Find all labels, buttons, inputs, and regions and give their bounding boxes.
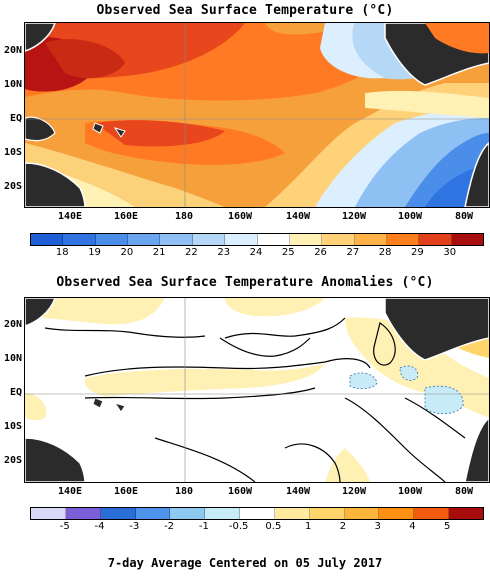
anomaly-colorbar-segment xyxy=(274,508,310,519)
sst-colorbar-tick-label: 22 xyxy=(185,247,198,258)
footer-caption: 7-day Average Centered on 05 July 2017 xyxy=(107,556,383,570)
sst-colorbar-segment xyxy=(128,234,161,245)
anomaly-lon-label-180: 180 xyxy=(174,486,194,497)
sst-colorbar-segment xyxy=(225,234,258,245)
sst-colorbar-segment xyxy=(289,234,323,245)
sst-colorbar-tick-label: 21 xyxy=(152,247,166,258)
anomaly-colorbar-segment xyxy=(65,508,101,519)
sst-colorbar-tick-label: 23 xyxy=(217,247,231,258)
anomaly-colorbar-tick-label: -0.5 xyxy=(228,521,249,532)
anomaly-colorbar-tick-label: -5 xyxy=(59,521,70,532)
sst-lon-label-100w: 100W xyxy=(397,211,423,222)
sst-lon-label-120w: 120W xyxy=(341,211,367,222)
anomaly-colorbar-segment xyxy=(170,508,206,519)
sst-map xyxy=(24,22,490,208)
anomaly-colorbar-tick-label: 4 xyxy=(409,521,416,532)
sst-lat-label-20n: 20N xyxy=(3,45,22,56)
anomaly-lon-label-160w: 160W xyxy=(227,486,253,497)
sst-lon-label-160e: 160E xyxy=(113,211,139,222)
sst-colorbar-tick-label: 20 xyxy=(120,247,134,258)
sst-map-title: Observed Sea Surface Temperature (°C) xyxy=(96,3,394,18)
sst-colorbar-tick-label: 28 xyxy=(378,247,392,258)
sst-lon-label-140w: 140W xyxy=(285,211,311,222)
anomaly-colorbar-segment xyxy=(31,508,66,519)
sst-colorbar-segment xyxy=(257,234,290,245)
anomaly-lon-label-100w: 100W xyxy=(397,486,423,497)
anomaly-map xyxy=(24,297,490,483)
anomaly-map-canvas xyxy=(25,298,489,482)
sst-lon-label-180: 180 xyxy=(174,211,194,222)
sst-colorbar-tick-label: 27 xyxy=(346,247,360,258)
sst-lat-label-10n: 10N xyxy=(3,79,22,90)
anomaly-colorbar-tick-label: 3 xyxy=(374,521,381,532)
anomaly-colorbar-tick-label: 0.5 xyxy=(265,521,282,532)
anomaly-colorbar-tick-label: -3 xyxy=(129,521,140,532)
sst-lat-label-20s: 20S xyxy=(3,181,22,192)
anomaly-colorbar-tick-label: 2 xyxy=(339,521,347,532)
anomaly-colorbar-segment xyxy=(309,508,345,519)
anomaly-colorbar-segment xyxy=(449,508,483,519)
anomaly-lat-label-20n: 20N xyxy=(3,319,22,330)
sst-colorbar-segment xyxy=(354,234,387,245)
sst-colorbar xyxy=(30,233,484,246)
sst-lon-label-80w: 80W xyxy=(454,211,474,222)
sst-colorbar-segment xyxy=(386,234,420,245)
anomaly-colorbar-tick-label: -4 xyxy=(94,521,105,532)
sst-lon-label-160w: 160W xyxy=(227,211,253,222)
sst-lat-label-eq: EQ xyxy=(9,113,22,124)
anomaly-colorbar xyxy=(30,507,484,520)
anomaly-lon-label-140w: 140W xyxy=(285,486,311,497)
sst-colorbar-segment xyxy=(451,234,484,245)
anomaly-lon-label-80w: 80W xyxy=(454,486,474,497)
sst-lon-label-140e: 140E xyxy=(57,211,83,222)
anomaly-colorbar-tick-label: 1 xyxy=(304,521,312,532)
sst-colorbar-segment xyxy=(63,234,96,245)
anomaly-lon-label-120w: 120W xyxy=(341,486,367,497)
sst-colorbar-tick-label: 29 xyxy=(411,247,424,258)
sst-colorbar-segment xyxy=(192,234,226,245)
sst-colorbar-segment xyxy=(322,234,355,245)
sst-colorbar-segment xyxy=(160,234,193,245)
sst-colorbar-segment xyxy=(95,234,129,245)
anomaly-colorbar-tick-label: 5 xyxy=(444,521,451,532)
sst-colorbar-segment xyxy=(419,234,452,245)
sst-colorbar-tick-label: 24 xyxy=(249,247,263,258)
sst-colorbar-tick-label: 19 xyxy=(88,247,101,258)
anomaly-map-title: Observed Sea Surface Temperature Anomali… xyxy=(56,275,434,290)
anomaly-colorbar-segment xyxy=(379,508,415,519)
anomaly-lon-label-140e: 140E xyxy=(57,486,83,497)
sst-colorbar-tick-label: 18 xyxy=(55,247,69,258)
anomaly-lat-label-10s: 10S xyxy=(3,421,22,432)
sst-colorbar-tick-label: 25 xyxy=(281,247,295,258)
anomaly-colorbar-segment xyxy=(135,508,171,519)
anomaly-colorbar-segment xyxy=(240,508,275,519)
anomaly-colorbar-segment xyxy=(100,508,136,519)
anomaly-lon-label-160e: 160E xyxy=(113,486,139,497)
anomaly-lat-label-10n: 10N xyxy=(3,353,22,364)
anomaly-colorbar-segment xyxy=(344,508,380,519)
anomaly-lat-label-eq: EQ xyxy=(9,387,22,398)
sst-colorbar-tick-label: 26 xyxy=(314,247,327,258)
anomaly-colorbar-tick-label: -1 xyxy=(198,521,209,532)
anomaly-lat-label-20s: 20S xyxy=(3,455,22,466)
anomaly-colorbar-segment xyxy=(205,508,241,519)
anomaly-colorbar-segment xyxy=(414,508,450,519)
sst-lat-label-10s: 10S xyxy=(3,147,22,158)
sst-colorbar-tick-label: 30 xyxy=(443,247,457,258)
anomaly-colorbar-tick-label: -2 xyxy=(164,521,175,532)
sst-colorbar-segment xyxy=(31,234,64,245)
sst-map-canvas xyxy=(25,23,489,207)
